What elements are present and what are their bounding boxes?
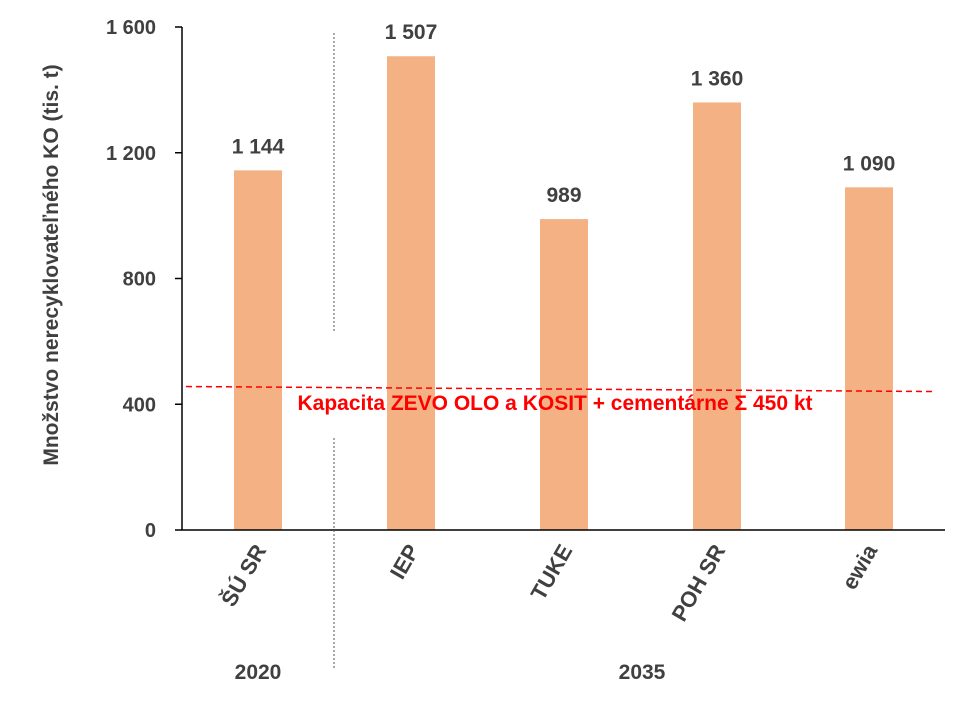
y-tick-label: 1 600	[106, 17, 156, 39]
reference-line-label: Kapacita ZEVO OLO a KOSIT + cementárne Σ…	[297, 392, 812, 415]
y-axis-ticks: 0 400 800 1 200 1 600	[106, 17, 182, 542]
data-label: 989	[546, 184, 581, 207]
category-label: POH SR	[666, 540, 730, 626]
group-label: 2020	[235, 661, 282, 684]
data-label: 1 360	[691, 67, 744, 90]
bar	[234, 170, 282, 531]
bar	[387, 56, 435, 530]
bar	[693, 102, 741, 530]
data-label: 1 090	[843, 152, 896, 175]
axes	[181, 27, 945, 531]
data-label: 1 507	[385, 21, 438, 44]
group-labels: 2020 2035	[235, 661, 666, 684]
y-tick-label: 400	[123, 394, 156, 416]
value-labels: 1 144 1 507 989 1 360 1 090	[232, 21, 896, 207]
group-label: 2035	[619, 661, 666, 684]
category-labels: ŠÚ SR IEP TUKE POH SR ewia	[216, 539, 883, 625]
bar	[540, 219, 588, 530]
category-label: ewia	[837, 539, 883, 593]
category-label: IEP	[385, 540, 424, 583]
data-label: 1 144	[232, 135, 285, 158]
reference-line-group: Kapacita ZEVO OLO a KOSIT + cementárne Σ…	[185, 385, 933, 415]
category-label: ŠÚ SR	[216, 540, 271, 611]
y-axis-title: Množstvo nerecyklovateľného KO (tis. t)	[40, 64, 63, 465]
category-label: TUKE	[526, 540, 578, 604]
y-tick-label: 800	[123, 269, 156, 291]
bar	[845, 187, 893, 531]
y-tick-label: 1 200	[106, 143, 156, 165]
y-tick-label: 0	[145, 520, 156, 542]
bars	[234, 56, 893, 531]
reference-line	[185, 385, 933, 393]
